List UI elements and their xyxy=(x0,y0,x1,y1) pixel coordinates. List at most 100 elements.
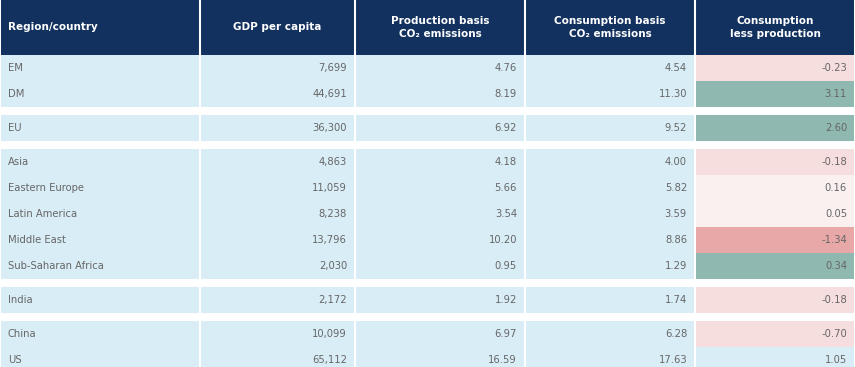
Bar xyxy=(696,107,854,115)
Bar xyxy=(1,149,199,175)
Bar xyxy=(526,279,694,287)
Bar xyxy=(201,175,354,201)
Bar xyxy=(356,81,524,107)
Bar xyxy=(356,321,524,347)
Bar xyxy=(356,201,524,227)
Bar xyxy=(1,107,199,115)
Bar xyxy=(201,149,354,175)
Bar xyxy=(201,201,354,227)
Bar xyxy=(1,321,199,347)
Bar xyxy=(696,149,854,175)
Text: 44,691: 44,691 xyxy=(312,89,347,99)
Bar xyxy=(201,141,354,149)
Text: 8.86: 8.86 xyxy=(665,235,687,245)
Text: 1.29: 1.29 xyxy=(664,261,687,271)
Text: 4.76: 4.76 xyxy=(495,63,517,73)
Text: -0.70: -0.70 xyxy=(822,329,847,339)
Bar xyxy=(1,141,199,149)
Bar xyxy=(356,175,524,201)
Bar xyxy=(526,141,694,149)
Text: 17.63: 17.63 xyxy=(658,355,687,365)
Text: Eastern Europe: Eastern Europe xyxy=(8,183,84,193)
Bar xyxy=(356,253,524,279)
Bar xyxy=(356,287,524,313)
Bar xyxy=(1,115,199,141)
Text: 4.54: 4.54 xyxy=(665,63,687,73)
Bar xyxy=(356,141,524,149)
Text: Asia: Asia xyxy=(8,157,29,167)
Bar xyxy=(356,107,524,115)
Text: 2,030: 2,030 xyxy=(319,261,347,271)
Text: EU: EU xyxy=(8,123,21,133)
Bar xyxy=(201,347,354,367)
Bar xyxy=(696,279,854,287)
Text: 0.34: 0.34 xyxy=(825,261,847,271)
Bar xyxy=(356,149,524,175)
Text: Sub-Saharan Africa: Sub-Saharan Africa xyxy=(8,261,103,271)
Text: 3.54: 3.54 xyxy=(495,209,517,219)
Text: -1.34: -1.34 xyxy=(822,235,847,245)
Bar xyxy=(526,107,694,115)
Text: Consumption
less production: Consumption less production xyxy=(729,16,821,39)
Bar xyxy=(696,0,854,55)
Bar xyxy=(696,141,854,149)
Bar xyxy=(1,347,199,367)
Bar xyxy=(696,253,854,279)
Text: 4.00: 4.00 xyxy=(665,157,687,167)
Text: US: US xyxy=(8,355,21,365)
Text: 2,172: 2,172 xyxy=(318,295,347,305)
Bar xyxy=(1,253,199,279)
Bar xyxy=(696,115,854,141)
Bar xyxy=(356,347,524,367)
Bar xyxy=(1,0,199,55)
Text: 6.28: 6.28 xyxy=(664,329,687,339)
Text: 7,699: 7,699 xyxy=(318,63,347,73)
Bar xyxy=(201,253,354,279)
Bar xyxy=(201,313,354,321)
Bar xyxy=(526,115,694,141)
Text: 5.82: 5.82 xyxy=(664,183,687,193)
Text: 0.16: 0.16 xyxy=(825,183,847,193)
Bar xyxy=(526,313,694,321)
Text: 6.92: 6.92 xyxy=(495,123,517,133)
Bar xyxy=(696,201,854,227)
Text: 0.95: 0.95 xyxy=(495,261,517,271)
Text: 1.74: 1.74 xyxy=(664,295,687,305)
Text: 65,112: 65,112 xyxy=(312,355,347,365)
Text: 1.92: 1.92 xyxy=(495,295,517,305)
Bar xyxy=(526,55,694,81)
Text: 9.52: 9.52 xyxy=(664,123,687,133)
Bar xyxy=(201,115,354,141)
Text: Region/country: Region/country xyxy=(8,22,97,33)
Text: EM: EM xyxy=(8,63,23,73)
Bar xyxy=(356,227,524,253)
Bar xyxy=(201,321,354,347)
Text: -0.23: -0.23 xyxy=(822,63,847,73)
Bar xyxy=(1,81,199,107)
Text: 13,796: 13,796 xyxy=(312,235,347,245)
Bar xyxy=(526,253,694,279)
Bar xyxy=(356,279,524,287)
Bar xyxy=(356,313,524,321)
Bar xyxy=(1,201,199,227)
Bar xyxy=(1,287,199,313)
Text: Latin America: Latin America xyxy=(8,209,77,219)
Text: 5.66: 5.66 xyxy=(495,183,517,193)
Bar xyxy=(201,0,354,55)
Text: China: China xyxy=(8,329,37,339)
Bar xyxy=(696,321,854,347)
Bar xyxy=(201,55,354,81)
Bar xyxy=(201,107,354,115)
Text: 3.59: 3.59 xyxy=(664,209,687,219)
Text: 36,300: 36,300 xyxy=(312,123,347,133)
Text: 1.05: 1.05 xyxy=(825,355,847,365)
Bar xyxy=(526,175,694,201)
Bar xyxy=(526,287,694,313)
Text: 11.30: 11.30 xyxy=(658,89,687,99)
Text: -0.18: -0.18 xyxy=(822,157,847,167)
Text: Consumption basis
CO₂ emissions: Consumption basis CO₂ emissions xyxy=(554,16,666,39)
Text: DM: DM xyxy=(8,89,25,99)
Bar xyxy=(696,313,854,321)
Bar xyxy=(201,279,354,287)
Bar xyxy=(1,313,199,321)
